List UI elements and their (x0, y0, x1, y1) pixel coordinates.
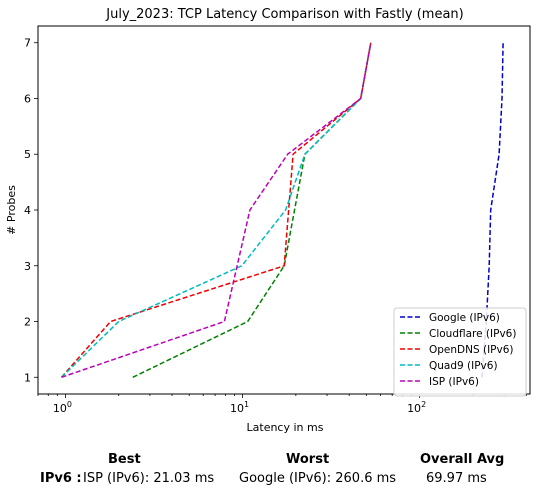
chart-title: July_2023: TCP Latency Comparison with F… (105, 7, 463, 22)
y-tick-label: 4 (24, 204, 31, 217)
y-axis-label: # Probes (5, 185, 18, 235)
legend-label: Cloudflare (IPv6) (429, 328, 516, 340)
legend-box (393, 307, 527, 397)
x-tick-label: 102 (407, 400, 426, 415)
series-line-quad9-ipv6 (60, 42, 372, 378)
series-line-isp-ipv6 (61, 42, 372, 379)
y-tick-label: 7 (24, 37, 31, 50)
x-axis-label: Latency in ms (247, 421, 324, 434)
series-line-cloudflare-ipv6 (132, 42, 372, 378)
series-line-opendns-ipv6 (60, 42, 372, 378)
summary-row-label: IPv6 : (40, 471, 82, 486)
summary-best-header: Best (108, 452, 141, 467)
y-tick-label: 2 (24, 316, 31, 329)
summary-avg-value: 69.97 ms (426, 471, 487, 486)
legend-label: ISP (IPv6) (429, 376, 479, 388)
chart-legend: Google (IPv6) Cloudflare (IPv6) OpenDNS (I… (393, 307, 527, 397)
x-tick-label: 101 (230, 400, 249, 415)
legend-label: OpenDNS (IPv6) (429, 344, 514, 356)
summary-avg-header: Overall Avg (420, 452, 505, 467)
summary-best-value: ISP (IPv6): 21.03 ms (83, 471, 215, 486)
summary-worst-value: Google (IPv6): 260.6 ms (239, 471, 397, 486)
y-tick-label: 1 (24, 371, 31, 384)
legend-label: Quad9 (IPv6) (429, 360, 498, 372)
legend-label: Google (IPv6) (429, 312, 500, 324)
latency-chart: July_2023: TCP Latency Comparison with F… (5, 7, 531, 434)
y-tick-label: 3 (24, 260, 31, 273)
summary-worst-header: Worst (286, 452, 330, 467)
y-tick-label: 5 (24, 148, 31, 161)
y-tick-label: 6 (24, 92, 31, 105)
x-tick-label: 100 (53, 400, 72, 415)
